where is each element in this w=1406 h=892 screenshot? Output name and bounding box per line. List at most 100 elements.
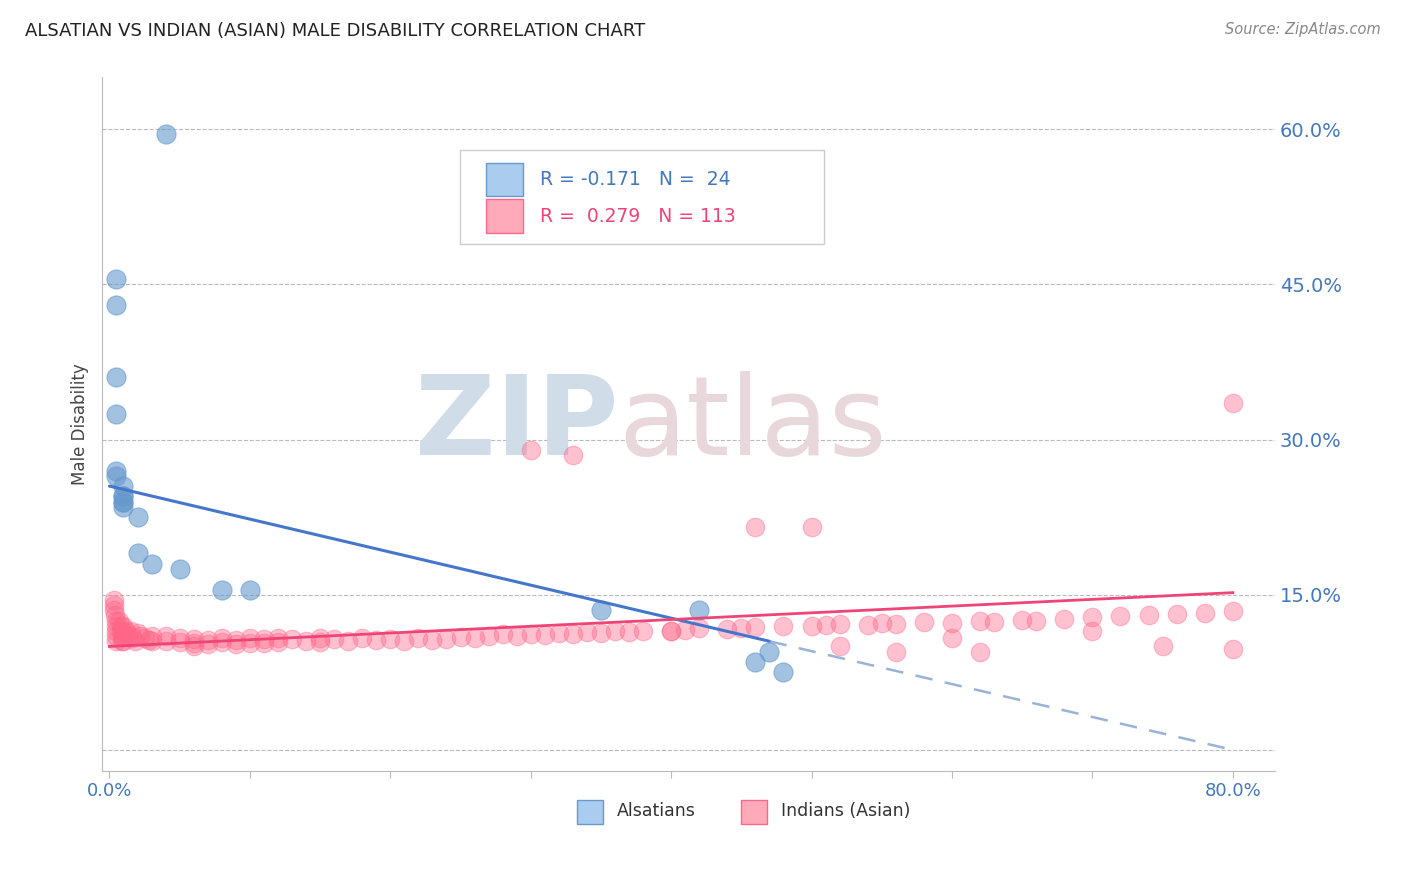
Point [884,645,907,659]
Point [519,442,541,457]
Point [155,128,177,142]
Point [124,634,146,648]
Point [112,500,135,514]
Point [1109,609,1132,624]
Point [127,626,149,640]
Point [1194,607,1216,621]
Point [105,634,128,648]
Point [105,624,128,638]
Point [105,468,128,483]
Point [309,631,332,645]
Point [603,624,626,638]
Point [112,479,135,493]
Point [1222,396,1244,410]
Point [828,616,851,631]
Point [1222,604,1244,618]
Point [436,632,458,647]
Point [884,616,907,631]
Point [183,640,205,654]
Point [253,636,276,650]
Point [659,624,682,638]
Point [295,634,318,648]
Point [112,490,135,504]
Point [225,637,247,651]
Point [744,520,766,534]
Point [309,635,332,649]
Point [688,603,710,617]
Point [103,603,125,617]
Point [112,619,135,633]
Text: Alsatians: Alsatians [617,802,696,820]
Point [800,619,823,633]
Text: R =  0.279   N = 113: R = 0.279 N = 113 [540,207,735,226]
Point [239,631,262,645]
Point [941,615,963,630]
Point [1166,607,1188,622]
Point [1081,610,1104,624]
FancyBboxPatch shape [486,200,523,233]
Point [225,633,247,648]
Point [380,632,402,647]
Point [169,635,191,649]
Point [169,631,191,645]
Y-axis label: Male Disability: Male Disability [72,363,89,485]
Point [758,645,780,659]
Point [323,632,346,647]
Point [281,632,304,647]
FancyBboxPatch shape [486,162,523,196]
Point [121,631,143,645]
Point [155,634,177,648]
Point [408,631,430,645]
FancyBboxPatch shape [741,800,768,824]
FancyBboxPatch shape [460,150,824,244]
Point [108,614,131,628]
Point [983,615,1005,629]
Point [631,624,654,638]
Point [659,624,682,638]
Point [1152,640,1174,654]
Point [127,510,149,524]
Point [155,629,177,643]
Point [105,629,128,643]
Point [730,621,752,635]
Point [115,624,138,638]
Point [120,629,142,643]
Point [772,665,794,680]
Point [141,557,163,571]
Point [129,629,152,643]
Point [1025,614,1047,628]
Point [211,635,233,649]
Point [450,630,472,644]
Point [183,636,205,650]
Point [239,636,262,650]
Point [561,627,583,641]
Text: ALSATIAN VS INDIAN (ASIAN) MALE DISABILITY CORRELATION CHART: ALSATIAN VS INDIAN (ASIAN) MALE DISABILI… [25,22,645,40]
Point [211,582,233,597]
Point [561,448,583,462]
Point [117,629,139,643]
Point [169,562,191,576]
Point [138,633,160,648]
Point [1081,624,1104,638]
Point [112,624,135,638]
Point [112,494,135,508]
Point [533,628,555,642]
Point [478,629,501,643]
Point [828,640,851,654]
Point [969,645,991,659]
Point [253,632,276,647]
Point [716,622,738,636]
Point [589,603,612,617]
Point [856,617,879,632]
Point [141,629,163,643]
Point [912,615,935,629]
Point [267,635,290,649]
Point [105,370,128,384]
Point [112,634,135,648]
Point [1053,611,1076,625]
Point [103,598,125,612]
Point [1222,641,1244,656]
Point [870,615,893,630]
Point [105,407,128,421]
Point [519,627,541,641]
